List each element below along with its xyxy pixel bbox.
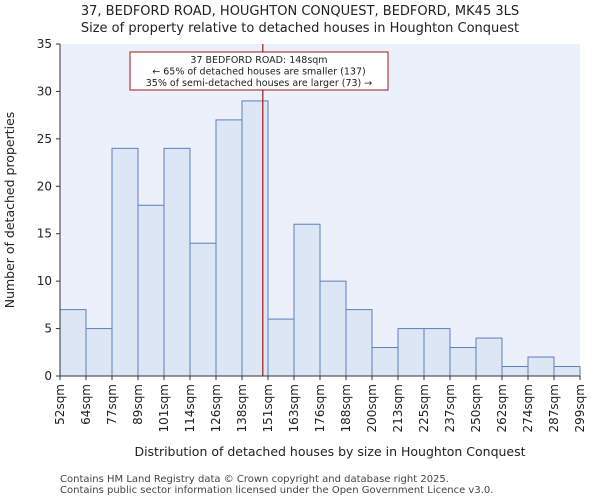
- x-tick-label: 250sqm: [469, 384, 483, 432]
- x-tick-label: 77sqm: [105, 384, 119, 425]
- x-tick-label: 126sqm: [209, 384, 223, 432]
- histogram-bar: [449, 347, 477, 377]
- histogram-bar: [111, 147, 139, 377]
- histogram-bar: [397, 328, 425, 377]
- histogram-bar: [59, 309, 87, 377]
- y-tick-label: 30: [37, 84, 52, 98]
- histogram-bar: [189, 242, 217, 377]
- histogram-bar: [319, 280, 347, 377]
- x-tick-label: 52sqm: [53, 384, 67, 425]
- x-tick-label: 176sqm: [313, 384, 327, 432]
- histogram-bar: [267, 318, 295, 377]
- chart-title-line2: Size of property relative to detached ho…: [80, 21, 520, 36]
- x-tick-label: 138sqm: [235, 384, 249, 432]
- histogram-chart: 0 5 10 15 20 25 30 35 52sqm 64sqm 77sqm 89sqm 101sqm…: [2, 37, 587, 459]
- x-tick-label: 64sqm: [79, 384, 93, 425]
- y-tick-label: 10: [37, 274, 52, 288]
- x-tick-label: 163sqm: [287, 384, 301, 432]
- y-tick-label: 15: [37, 227, 52, 241]
- x-tick-label: 89sqm: [131, 384, 145, 425]
- x-tick-label: 188sqm: [339, 384, 353, 432]
- footer-licence: Contains public sector information licen…: [60, 485, 494, 496]
- y-tick-label: 35: [37, 37, 52, 51]
- x-axis-label: Distribution of detached houses by size …: [134, 444, 525, 459]
- x-tick-label: 274sqm: [521, 384, 535, 432]
- histogram-bar: [527, 356, 555, 377]
- chart-title-line1: 37, BEDFORD ROAD, HOUGHTON CONQUEST, BED…: [80, 4, 520, 19]
- histogram-bar: [371, 347, 399, 377]
- histogram-bar: [475, 337, 503, 377]
- x-tick-label: 237sqm: [443, 384, 457, 432]
- histogram-bar: [137, 204, 165, 377]
- y-tick-label: 0: [44, 369, 52, 383]
- x-tick-label: 287sqm: [547, 384, 561, 432]
- annotation-box: [129, 51, 389, 91]
- x-tick-label: 200sqm: [365, 384, 379, 432]
- histogram-bar: [553, 366, 581, 377]
- annotation-line: 35% of semi-detached houses are larger (…: [146, 78, 373, 89]
- x-tick-label: 101sqm: [157, 384, 171, 432]
- annotation-line: 37 BEDFORD ROAD: 148sqm: [190, 55, 327, 66]
- histogram-bar: [345, 309, 373, 377]
- histogram-bar: [215, 119, 243, 377]
- histogram-bar: [501, 366, 529, 377]
- y-tick-label: 5: [44, 322, 52, 336]
- x-tick-label: 262sqm: [495, 384, 509, 432]
- x-tick-label: 213sqm: [391, 384, 405, 432]
- y-axis-label: Number of detached properties: [2, 112, 17, 309]
- x-tick-label: 114sqm: [183, 384, 197, 432]
- x-tick-label: 225sqm: [417, 384, 431, 432]
- histogram-bar: [163, 147, 191, 377]
- histogram-bar: [85, 328, 113, 377]
- y-tick-label: 20: [37, 179, 52, 193]
- y-tick-label: 25: [37, 132, 52, 146]
- annotation-line: ← 65% of detached houses are smaller (13…: [152, 67, 365, 78]
- x-tick-label: 151sqm: [261, 384, 275, 432]
- x-tick-label: 299sqm: [573, 384, 587, 432]
- histogram-bar: [423, 328, 451, 377]
- histogram-bar: [293, 223, 321, 377]
- histogram-bar: [241, 100, 269, 377]
- footer-copyright: Contains HM Land Registry data © Crown c…: [60, 474, 449, 485]
